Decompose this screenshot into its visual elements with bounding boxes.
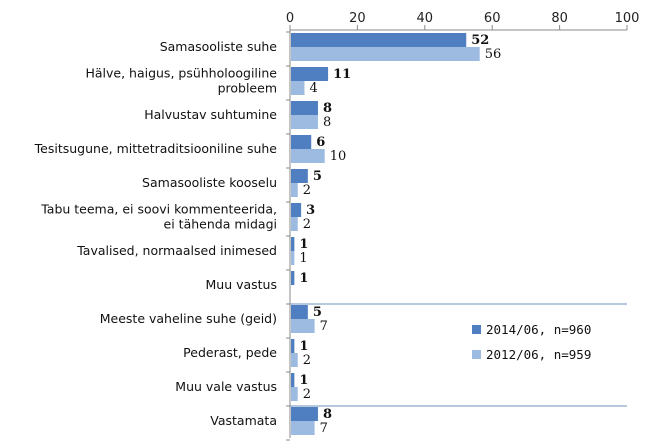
category-label: Hälve, haigus, psühholoogiline <box>85 66 277 81</box>
bar <box>291 353 298 367</box>
bar <box>291 203 302 217</box>
category-label: Vastamata <box>210 413 277 428</box>
data-label: 1 <box>299 373 308 388</box>
data-label: 56 <box>485 47 502 62</box>
bar <box>291 135 312 149</box>
bar <box>291 81 305 95</box>
bar <box>291 33 467 47</box>
category-label: probleem <box>218 81 277 96</box>
data-label: 2 <box>303 387 311 402</box>
data-label: 4 <box>309 81 317 96</box>
legend-swatch <box>472 350 481 359</box>
bar <box>291 183 298 197</box>
data-label: 2 <box>303 183 311 198</box>
data-label: 1 <box>299 339 308 354</box>
x-tick-label: 80 <box>551 11 568 26</box>
legend: 2014/06, n=960 2012/06, n=959 <box>472 322 591 362</box>
data-label: 2 <box>303 353 311 368</box>
category-label: Meeste vaheline suhe (geid) <box>100 311 277 326</box>
bars-layer <box>291 33 480 435</box>
data-label: 6 <box>316 135 325 150</box>
legend-swatch <box>472 325 481 334</box>
data-label: 5 <box>313 305 322 320</box>
data-label: 52 <box>471 33 489 48</box>
bar <box>291 67 329 81</box>
data-label: 8 <box>323 115 331 130</box>
bar <box>291 387 298 401</box>
x-tick-label: 100 <box>615 11 640 26</box>
bar <box>291 47 480 61</box>
category-label: Tabu teema, ei soovi kommenteerida, <box>40 202 277 217</box>
data-label: 3 <box>306 203 315 218</box>
category-label: Samasooliste kooselu <box>142 175 277 190</box>
bar <box>291 407 318 421</box>
data-label: 10 <box>330 149 347 164</box>
data-label: 1 <box>299 237 308 252</box>
bar <box>291 319 315 333</box>
data-label: 8 <box>323 101 332 116</box>
bar <box>291 305 308 319</box>
bar <box>291 373 295 387</box>
category-label: Muu vale vastus <box>175 379 277 394</box>
axis-layer: 0 20 40 60 80 100 <box>286 11 640 441</box>
category-label: ei tähenda midagi <box>164 217 277 232</box>
x-tick-label: 60 <box>484 11 501 26</box>
legend-label: 2014/06, n=960 <box>486 322 591 337</box>
bar <box>291 115 318 129</box>
data-label: 7 <box>320 421 328 436</box>
bar <box>291 251 295 265</box>
bar <box>291 169 308 183</box>
data-label: 7 <box>320 319 328 334</box>
bar <box>291 217 298 231</box>
x-tick-label: 20 <box>349 11 366 26</box>
data-label: 8 <box>323 407 332 422</box>
category-label: Halvustav suhtumine <box>144 107 277 122</box>
bar <box>291 421 315 435</box>
legend-label: 2012/06, n=959 <box>486 347 591 362</box>
bar <box>291 101 318 115</box>
data-label: 5 <box>313 169 322 184</box>
category-label: Muu vastus <box>205 277 277 292</box>
data-label: 1 <box>299 271 308 286</box>
category-label: Tesitsugune, mittetraditsiooniline suhe <box>34 141 278 156</box>
bar <box>291 339 295 353</box>
category-label: Samasooliste suhe <box>160 39 278 54</box>
data-label: 1 <box>299 251 307 266</box>
bar <box>291 237 295 251</box>
category-label: Pederast, pede <box>183 345 277 360</box>
bar <box>291 149 325 163</box>
x-tick-label: 0 <box>286 11 294 26</box>
data-label: 11 <box>333 67 351 82</box>
x-tick-label: 40 <box>417 11 434 26</box>
bar <box>291 271 295 285</box>
category-label: Tavalised, normaalsed inimesed <box>76 243 277 258</box>
data-label: 2 <box>303 217 311 232</box>
